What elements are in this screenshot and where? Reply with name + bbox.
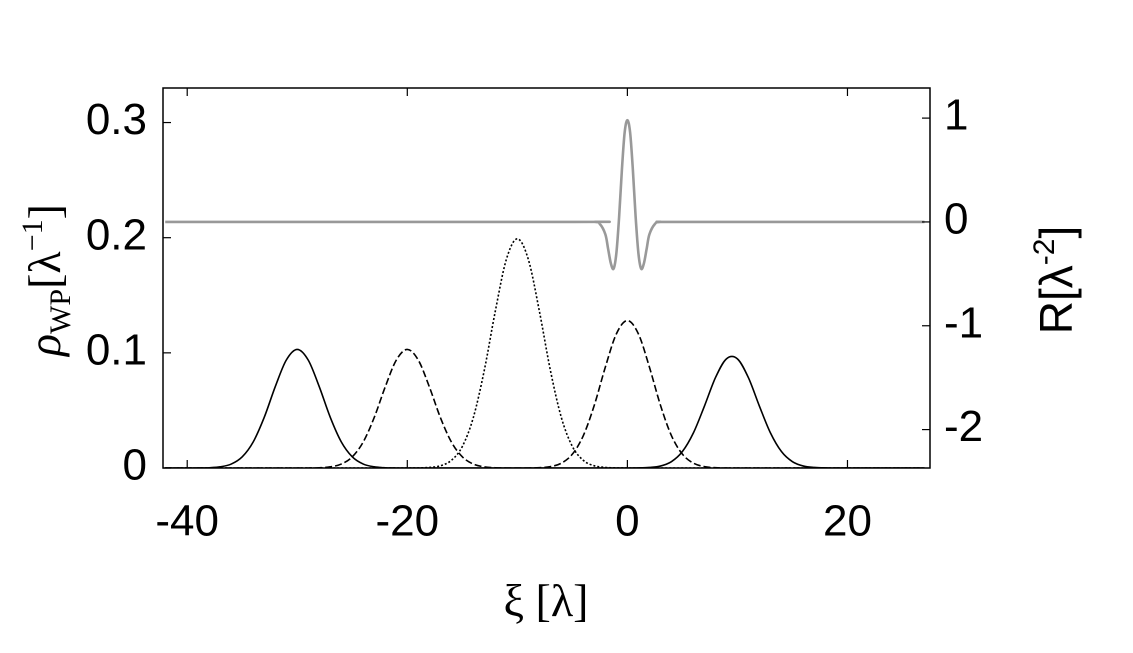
y2-tick-label: -2 xyxy=(944,402,983,451)
y-label-sub: WP xyxy=(44,289,77,334)
y2-label-close: ] xyxy=(1030,226,1082,239)
x-tick-label: 0 xyxy=(615,497,639,546)
y-label-close: ] xyxy=(19,204,70,219)
y2-tick-label: -1 xyxy=(944,298,983,347)
y2-label-unit: R[λ xyxy=(1030,265,1082,334)
y2-axis-label: R[λ-2] xyxy=(1028,226,1082,334)
y-tick-label: 0 xyxy=(123,441,147,490)
x-axis-label: ξ [λ] xyxy=(504,575,589,626)
y-label-sup: −1 xyxy=(16,219,49,251)
x-tick-label: -20 xyxy=(375,497,439,546)
y2-tick-label: 0 xyxy=(944,195,968,244)
x-tick-label: -40 xyxy=(155,497,219,546)
y-tick-label: 0.2 xyxy=(86,210,147,259)
plot-lines xyxy=(165,118,925,468)
plot-frame xyxy=(162,87,931,469)
y2-tick-label: 1 xyxy=(944,91,968,140)
y-label-unit: [λ xyxy=(19,251,70,289)
series-line xyxy=(165,238,925,468)
x-tick-label: 20 xyxy=(823,497,872,546)
series-line xyxy=(165,319,925,468)
y-label-symbol: ρ xyxy=(19,334,70,358)
y2-label-sup: -2 xyxy=(1028,239,1061,266)
y-tick-label: 0.3 xyxy=(86,95,147,144)
series-line xyxy=(165,118,925,271)
y-axis-label: ρWP[λ−1] xyxy=(16,204,77,358)
series-line xyxy=(165,348,925,468)
y-tick-label: 0.1 xyxy=(86,325,147,374)
